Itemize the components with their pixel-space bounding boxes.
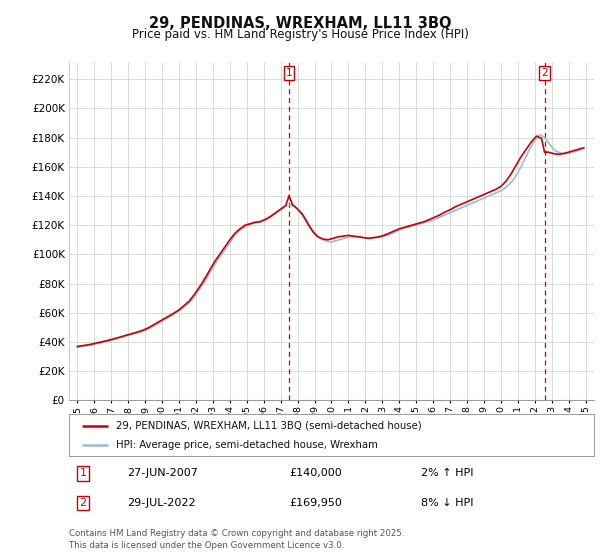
Text: 29, PENDINAS, WREXHAM, LL11 3BQ: 29, PENDINAS, WREXHAM, LL11 3BQ: [149, 16, 451, 31]
Text: 2% ↑ HPI: 2% ↑ HPI: [421, 468, 473, 478]
Text: £140,000: £140,000: [290, 468, 342, 478]
Text: Contains HM Land Registry data © Crown copyright and database right 2025.
This d: Contains HM Land Registry data © Crown c…: [69, 529, 404, 550]
Text: 1: 1: [79, 468, 86, 478]
Text: 1: 1: [286, 68, 292, 78]
Text: 29, PENDINAS, WREXHAM, LL11 3BQ (semi-detached house): 29, PENDINAS, WREXHAM, LL11 3BQ (semi-de…: [116, 421, 422, 431]
Text: HPI: Average price, semi-detached house, Wrexham: HPI: Average price, semi-detached house,…: [116, 440, 378, 450]
Text: Price paid vs. HM Land Registry's House Price Index (HPI): Price paid vs. HM Land Registry's House …: [131, 28, 469, 41]
Text: £169,950: £169,950: [290, 498, 343, 508]
Text: 2: 2: [541, 68, 548, 78]
Text: 27-JUN-2007: 27-JUN-2007: [127, 468, 197, 478]
Text: 2: 2: [79, 498, 86, 508]
Text: 8% ↓ HPI: 8% ↓ HPI: [421, 498, 473, 508]
Text: 29-JUL-2022: 29-JUL-2022: [127, 498, 196, 508]
